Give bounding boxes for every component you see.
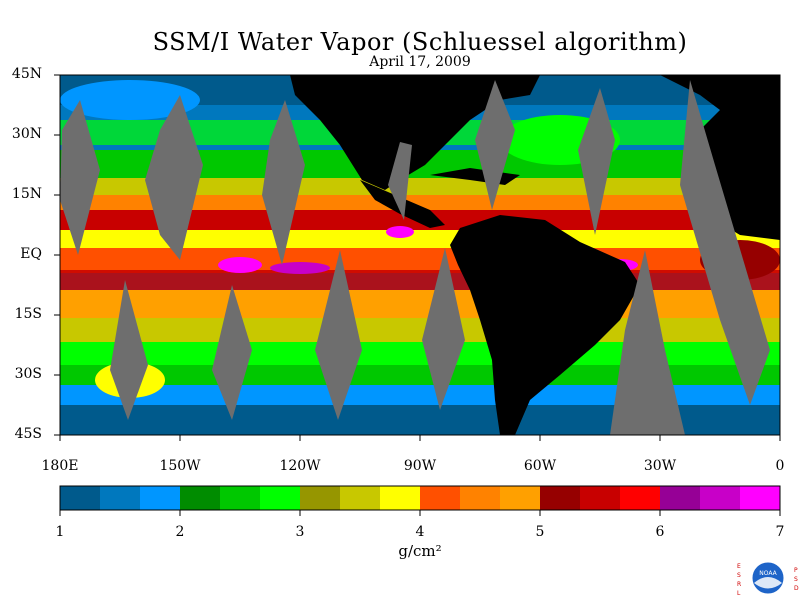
- colorbar-swatch: [620, 486, 661, 510]
- lat-label: 30S: [14, 366, 42, 382]
- colorbar-swatch: [180, 486, 221, 510]
- svg-text:D: D: [794, 585, 799, 592]
- lon-label: 150W: [159, 458, 201, 474]
- lon-label: 0: [775, 458, 785, 474]
- colorbar-swatch: [60, 486, 101, 510]
- colorbar-tick-label: 6: [655, 524, 665, 540]
- lon-label: 90W: [403, 458, 437, 474]
- colorbar-swatch: [140, 486, 181, 510]
- colorbar-swatch: [260, 486, 301, 510]
- colorbar-swatch: [500, 486, 541, 510]
- map-date: April 17, 2009: [369, 54, 471, 70]
- lat-label: 30N: [11, 126, 42, 142]
- colorbar-swatch: [340, 486, 381, 510]
- colorbar-swatch: [420, 486, 461, 510]
- colorbar-swatch: [700, 486, 741, 510]
- lon-label: 30W: [643, 458, 677, 474]
- colorbar-swatch: [660, 486, 701, 510]
- map-title: SSM/I Water Vapor (Schluessel algorithm): [152, 28, 688, 56]
- colorbar-swatch: [740, 486, 781, 510]
- colorbar-swatch: [580, 486, 621, 510]
- colorbar-tick-label: 1: [55, 524, 65, 540]
- colorbar-swatch: [220, 486, 261, 510]
- lat-label: 45N: [11, 66, 42, 82]
- lon-label: 120W: [279, 458, 321, 474]
- svg-text:S: S: [737, 572, 741, 579]
- noaa-esrl-psd-logo: E S R L NOAA P S D: [737, 561, 799, 597]
- lon-label: 180E: [41, 458, 79, 474]
- colorbar-swatch: [100, 486, 141, 510]
- svg-text:S: S: [794, 576, 798, 583]
- colorbar-swatch: [540, 486, 581, 510]
- lat-label: 15N: [11, 186, 42, 202]
- colorbar-tick-label: 3: [295, 524, 305, 540]
- missing-data-swaths: [60, 80, 770, 435]
- lon-label: 60W: [523, 458, 557, 474]
- colorbar-unit: g/cm²: [398, 542, 442, 560]
- lat-label: 45S: [14, 426, 42, 442]
- lat-label: EQ: [20, 246, 42, 262]
- colorbar-swatch: [300, 486, 341, 510]
- lat-label: 15S: [14, 306, 42, 322]
- colorbar-tick-label: 5: [535, 524, 545, 540]
- svg-text:R: R: [737, 581, 741, 588]
- colorbar: [59, 485, 781, 516]
- svg-text:E: E: [737, 563, 741, 570]
- svg-text:P: P: [794, 567, 798, 574]
- colorbar-tick-label: 7: [775, 524, 785, 540]
- colorbar-swatch: [460, 486, 501, 510]
- colorbar-tick-label: 2: [175, 524, 185, 540]
- colorbar-tick-label: 4: [415, 524, 425, 540]
- colorbar-swatch: [380, 486, 421, 510]
- svg-text:NOAA: NOAA: [759, 570, 777, 577]
- svg-text:L: L: [737, 590, 741, 597]
